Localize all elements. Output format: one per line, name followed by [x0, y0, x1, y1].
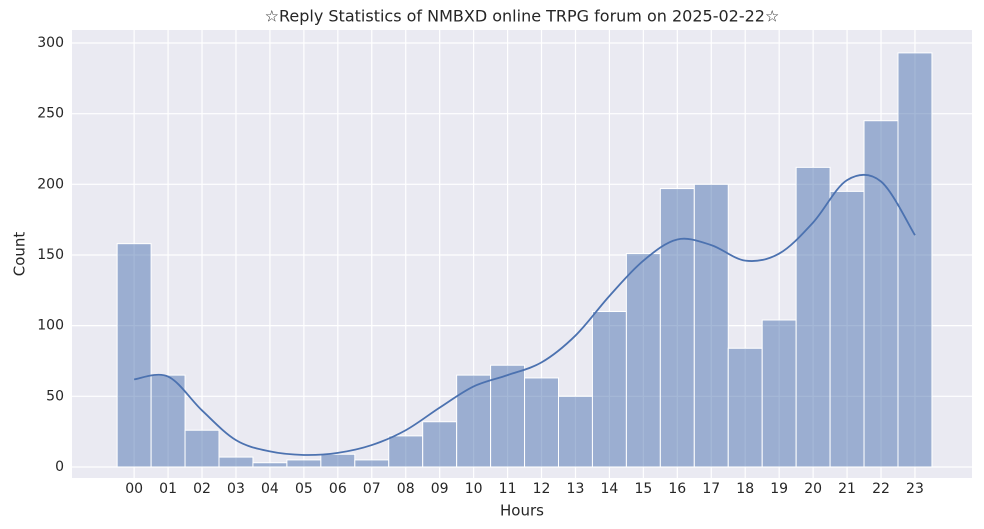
bar [388, 435, 424, 468]
bar [218, 456, 254, 468]
bar [659, 188, 695, 468]
bar [693, 183, 729, 468]
x-tick-label: 23 [906, 481, 924, 497]
bar [490, 364, 526, 468]
y-tick-label: 0 [55, 459, 64, 475]
x-tick-label: 05 [295, 481, 313, 497]
x-tick-label: 18 [736, 481, 754, 497]
bar [150, 374, 186, 468]
bar [524, 377, 559, 468]
x-tick-label: 17 [702, 481, 720, 497]
y-tick-label: 300 [37, 35, 64, 51]
y-tick-label: 150 [37, 247, 64, 263]
y-tick-label: 200 [37, 176, 64, 192]
bar [727, 347, 763, 468]
bar [863, 120, 899, 468]
x-tick-label: 12 [533, 481, 551, 497]
x-tick-label: 09 [431, 481, 449, 497]
bar [286, 459, 322, 468]
bar [557, 395, 593, 468]
y-tick-label: 50 [46, 388, 64, 404]
x-tick-label: 19 [770, 481, 788, 497]
x-tick-label: 20 [804, 481, 822, 497]
y-tick-label: 100 [37, 318, 64, 334]
x-tick-label: 03 [227, 481, 245, 497]
chart-title: ☆Reply Statistics of NMBXD online TRPG f… [265, 7, 780, 26]
bar [320, 453, 356, 468]
kde-line [133, 173, 916, 456]
x-tick-label: 22 [872, 481, 890, 497]
y-axis-label: Count [11, 232, 29, 277]
bar [591, 311, 627, 468]
bar [625, 253, 661, 468]
x-tick-label: 01 [159, 481, 177, 497]
marks [116, 52, 933, 468]
x-tick-label: 08 [397, 481, 415, 497]
bar [456, 374, 492, 468]
x-tick-label: 14 [601, 481, 619, 497]
bar [897, 52, 933, 468]
x-tick-label: 15 [634, 481, 652, 497]
x-tick-label: 00 [125, 481, 143, 497]
bar [761, 319, 797, 468]
x-tick-label: 07 [363, 481, 381, 497]
bar [795, 166, 831, 468]
bar [829, 190, 865, 468]
y-tick-label: 250 [37, 106, 64, 122]
bar [116, 243, 152, 468]
x-axis-label: Hours [500, 502, 544, 520]
x-tick-label: 06 [329, 481, 347, 497]
x-tick-label: 13 [567, 481, 585, 497]
x-tick-label: 10 [465, 481, 483, 497]
x-tick-label: 04 [261, 481, 279, 497]
x-tick-label: 02 [193, 481, 211, 497]
bar [184, 429, 220, 468]
x-tick-label: 16 [668, 481, 686, 497]
bar [354, 459, 390, 468]
bar [252, 462, 288, 468]
x-tick-label: 21 [838, 481, 856, 497]
x-tick-label: 11 [499, 481, 517, 497]
bar [422, 421, 458, 468]
